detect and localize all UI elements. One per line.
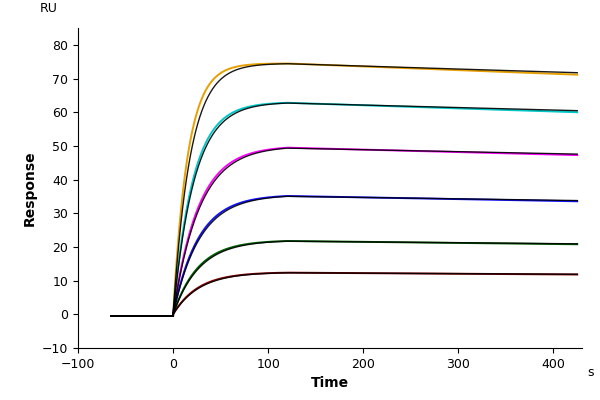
X-axis label: Time: Time [311, 376, 349, 390]
Text: RU: RU [40, 2, 58, 15]
Text: s: s [587, 366, 593, 378]
Y-axis label: Response: Response [22, 150, 37, 226]
